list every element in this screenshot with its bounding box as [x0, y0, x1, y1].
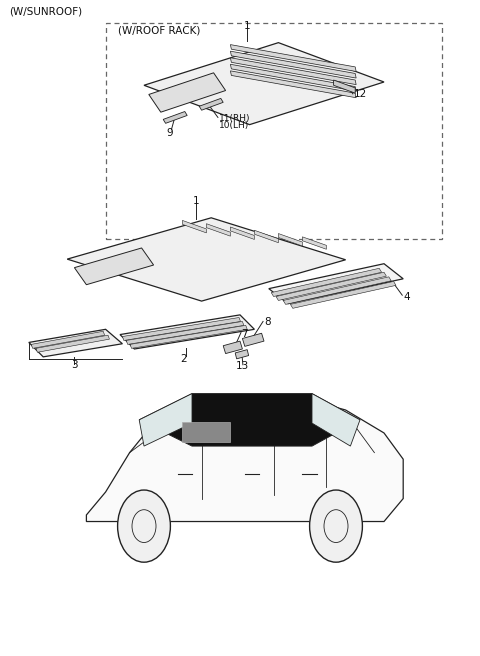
Polygon shape	[223, 341, 242, 354]
Polygon shape	[242, 333, 264, 346]
Polygon shape	[126, 321, 244, 344]
Text: (W/SUNROOF): (W/SUNROOF)	[10, 7, 83, 17]
Polygon shape	[199, 98, 223, 110]
Text: 11(RH): 11(RH)	[219, 113, 251, 123]
Polygon shape	[139, 394, 192, 446]
Polygon shape	[290, 281, 396, 308]
Polygon shape	[139, 394, 360, 446]
Polygon shape	[254, 230, 278, 243]
Polygon shape	[271, 268, 382, 297]
Polygon shape	[163, 112, 187, 123]
Polygon shape	[283, 277, 391, 304]
Circle shape	[118, 490, 170, 562]
Text: 13: 13	[236, 361, 250, 371]
Polygon shape	[230, 51, 356, 78]
Polygon shape	[302, 237, 326, 249]
Polygon shape	[269, 264, 403, 304]
Text: 2: 2	[180, 354, 187, 364]
Polygon shape	[36, 335, 109, 352]
Text: 9: 9	[166, 127, 173, 138]
Text: 1: 1	[192, 195, 199, 206]
Text: 10(LH): 10(LH)	[219, 121, 249, 131]
Polygon shape	[31, 331, 105, 348]
Polygon shape	[29, 329, 122, 357]
Polygon shape	[144, 43, 384, 125]
Polygon shape	[120, 315, 254, 349]
Text: (W/ROOF RACK): (W/ROOF RACK)	[118, 25, 200, 35]
Text: 1: 1	[244, 20, 251, 31]
Polygon shape	[206, 224, 230, 236]
Polygon shape	[74, 248, 154, 285]
Text: 3: 3	[71, 360, 78, 371]
Polygon shape	[130, 325, 247, 348]
Circle shape	[310, 490, 362, 562]
Text: 4: 4	[404, 292, 410, 302]
Text: 7: 7	[241, 329, 248, 339]
Polygon shape	[276, 272, 386, 300]
Polygon shape	[182, 220, 206, 233]
Polygon shape	[312, 394, 360, 446]
Text: 12: 12	[354, 89, 367, 100]
Polygon shape	[235, 350, 249, 359]
Text: 8: 8	[264, 317, 271, 327]
Polygon shape	[182, 422, 230, 442]
Polygon shape	[86, 397, 403, 522]
Polygon shape	[334, 80, 355, 93]
Polygon shape	[278, 234, 302, 246]
Polygon shape	[230, 64, 356, 91]
Polygon shape	[230, 227, 254, 239]
Polygon shape	[122, 318, 240, 340]
Polygon shape	[230, 58, 356, 85]
Polygon shape	[149, 73, 226, 112]
Polygon shape	[230, 45, 356, 72]
Polygon shape	[67, 218, 346, 301]
Polygon shape	[230, 71, 356, 98]
